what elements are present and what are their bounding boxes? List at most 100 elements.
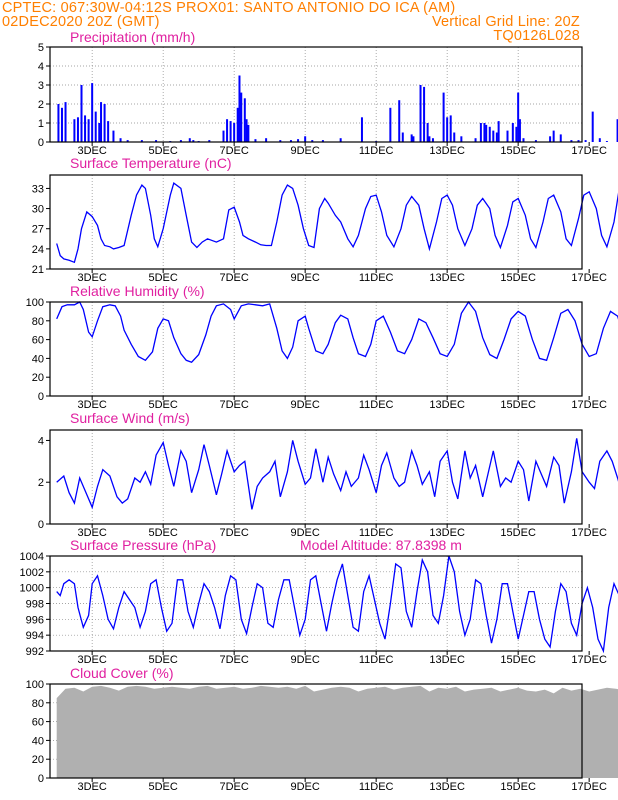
- x-tick-label: 17DEC: [571, 272, 607, 284]
- y-tick-label: 992: [26, 646, 44, 658]
- precip-bar: [584, 140, 587, 142]
- y-tick-label: 4: [38, 61, 44, 73]
- panel-0: [46, 46, 618, 146]
- precip-bar: [518, 119, 521, 142]
- x-tick-label: 3DEC: [77, 527, 106, 539]
- precip-bar: [485, 124, 488, 142]
- y-tick-label: 24: [32, 244, 44, 256]
- precip-bar: [410, 134, 413, 142]
- y-tick-label: 33: [32, 183, 44, 195]
- precip-bar: [226, 119, 229, 142]
- precip-bar: [492, 130, 495, 142]
- y-tick-label: 996: [26, 614, 44, 626]
- precip-bar: [598, 138, 601, 142]
- precip-bar: [412, 136, 415, 142]
- precip-bar: [497, 121, 500, 142]
- precip-bar: [73, 119, 76, 142]
- x-tick-label: 7DEC: [219, 145, 248, 157]
- precip-bar: [401, 132, 404, 142]
- precip-bar: [398, 100, 401, 142]
- series-line: [56, 182, 618, 264]
- x-tick-label: 13DEC: [429, 145, 465, 157]
- precip-bar: [419, 85, 422, 142]
- x-tick-label: 3DEC: [77, 654, 106, 666]
- x-tick-label: 9DEC: [290, 145, 319, 157]
- x-tick-label: 7DEC: [219, 527, 248, 539]
- model-altitude-annotation: Model Altitude: 87.8398 m: [300, 537, 462, 553]
- precip-bar: [389, 107, 392, 142]
- x-tick-label: 15DEC: [500, 781, 536, 793]
- precip-bar: [522, 138, 525, 142]
- series-line: [56, 438, 618, 510]
- x-tick-label: 5DEC: [148, 654, 177, 666]
- precip-bar: [236, 107, 239, 142]
- x-tick-label: 7DEC: [219, 781, 248, 793]
- precip-bar: [103, 104, 106, 142]
- precip-bar: [112, 130, 115, 142]
- y-tick-label: 21: [32, 264, 44, 276]
- y-tick-label: 80: [32, 316, 44, 328]
- y-tick-label: 998: [26, 599, 44, 611]
- x-tick-label: 15DEC: [500, 399, 536, 411]
- x-tick-label: 9DEC: [290, 781, 319, 793]
- x-tick-label: 15DEC: [500, 145, 536, 157]
- precip-bar: [240, 92, 243, 142]
- precip-bar: [247, 124, 250, 142]
- precip-bar: [559, 134, 562, 142]
- y-tick-label: 1002: [20, 567, 44, 579]
- precip-bar: [479, 123, 482, 142]
- precip-bar: [488, 126, 491, 142]
- y-tick-label: 20: [32, 754, 44, 766]
- precip-bar: [423, 86, 426, 142]
- x-tick-label: 13DEC: [429, 781, 465, 793]
- precip-bar: [591, 111, 594, 142]
- precip-bar: [339, 138, 342, 142]
- y-tick-label: 40: [32, 735, 44, 747]
- x-tick-label: 9DEC: [290, 399, 319, 411]
- y-tick-label: 4: [38, 435, 44, 447]
- x-tick-label: 5DEC: [148, 399, 177, 411]
- precip-bar: [84, 115, 87, 142]
- y-tick-label: 30: [32, 204, 44, 216]
- precip-bar: [431, 138, 434, 142]
- panel-title: Surface Pressure (hPa): [70, 537, 216, 553]
- x-tick-label: 13DEC: [429, 272, 465, 284]
- x-tick-label: 17DEC: [571, 399, 607, 411]
- x-tick-label: 7DEC: [219, 399, 248, 411]
- header-model-code: TQ0126L028: [493, 28, 580, 44]
- y-tick-label: 40: [32, 353, 44, 365]
- precip-bar: [60, 107, 63, 142]
- precip-bar: [311, 140, 314, 142]
- x-tick-label: 11DEC: [359, 527, 394, 539]
- panel-4: [46, 555, 618, 655]
- series-line: [56, 555, 618, 654]
- precip-bar: [321, 140, 324, 142]
- x-tick-label: 3DEC: [77, 272, 106, 284]
- precip-bar: [495, 132, 498, 142]
- precip-bar: [98, 123, 101, 142]
- precip-bar: [155, 140, 158, 142]
- x-tick-label: 5DEC: [148, 272, 177, 284]
- x-tick-label: 17DEC: [571, 145, 607, 157]
- precip-bar: [64, 102, 67, 142]
- precip-bar: [233, 123, 236, 142]
- panel-frame: [49, 683, 583, 779]
- precip-bar: [279, 140, 282, 142]
- x-tick-label: 11DEC: [359, 272, 394, 284]
- header-date: 02DEC2020 20Z (GMT): [2, 14, 160, 30]
- precip-bar: [76, 117, 79, 142]
- y-tick-label: 20: [32, 372, 44, 384]
- precip-bar: [57, 104, 60, 142]
- x-tick-label: 15DEC: [500, 527, 536, 539]
- x-tick-label: 17DEC: [571, 781, 607, 793]
- panel-frame: [49, 555, 583, 652]
- precip-bar: [577, 140, 580, 142]
- panel-title: Precipitation (mm/h): [70, 29, 195, 45]
- x-tick-label: 15DEC: [500, 654, 536, 666]
- precip-bar: [570, 140, 573, 142]
- precip-bar: [474, 138, 477, 142]
- precip-bar: [238, 75, 241, 142]
- x-tick-label: 7DEC: [219, 654, 248, 666]
- y-tick-label: 0: [38, 773, 44, 785]
- precip-bar: [119, 138, 122, 142]
